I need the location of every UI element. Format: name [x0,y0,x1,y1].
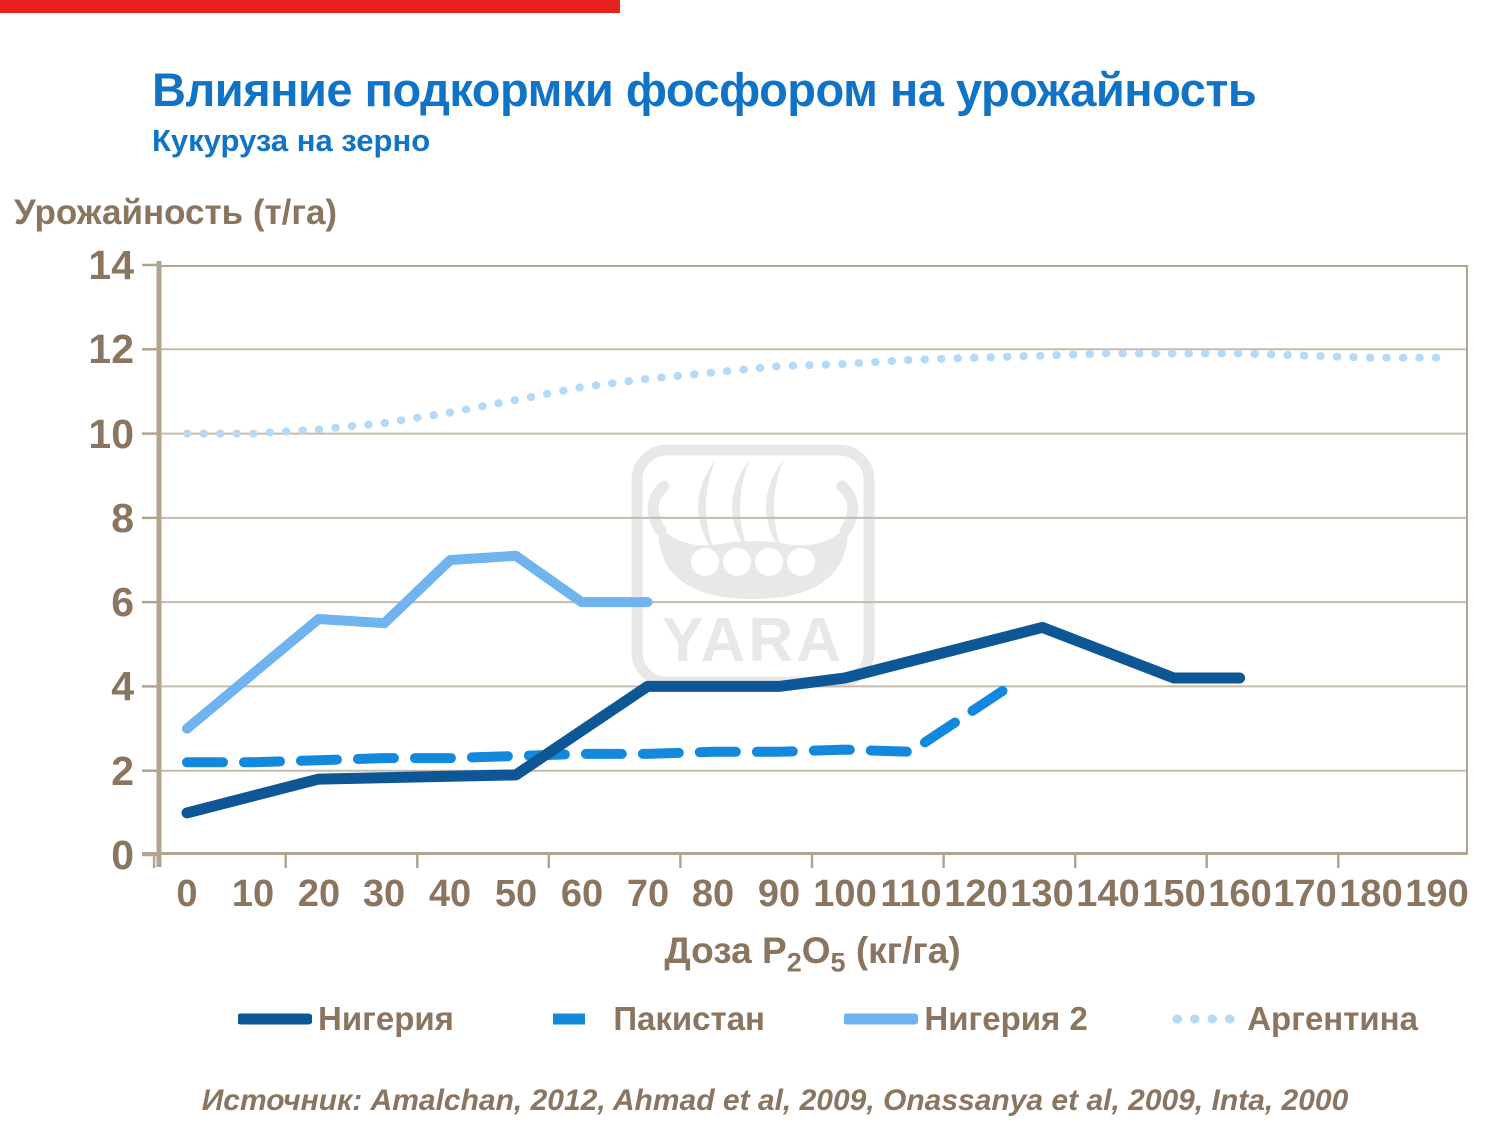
series-line-pakistan [182,681,1015,768]
legend-item-nigeria: Нигерия [238,1000,454,1038]
x-tick-label: 190 [1405,873,1469,915]
page-title: Влияние подкормки фосфором на урожайност… [152,63,1257,116]
x-tick-label: 40 [428,873,472,915]
series-line-argentina [183,349,1441,438]
x-tick-label: 0 [176,873,198,915]
legend-item-argentina: Аргентина [1167,1000,1418,1038]
legend-label-pakistan: Пакистан [613,1000,765,1037]
source-note: Источник: Amalchan, 2012, Ahmad et al, 2… [201,1084,1349,1117]
x-tick-label: 10 [231,873,275,915]
y-tick-label: 14 [88,242,134,288]
legend-label-argentina: Аргентина [1247,1000,1418,1037]
y-axis-title: Урожайность (т/га) [14,193,338,232]
x-tick-label: 80 [691,873,735,915]
legend-swatch-nigeria-2 [844,1013,919,1025]
x-axis-title-sub2: 2 [786,947,802,978]
x-axis-title: Доза P2O5 (кг/га) [157,930,1468,976]
x-tick-label: 160 [1208,873,1272,915]
x-tick-label: 70 [626,873,670,915]
legend-item-pakistan: Пакистан [533,1000,765,1038]
x-tick-label: 170 [1273,873,1337,915]
legend-swatch-argentina [1172,1014,1236,1024]
y-tick-label: 8 [111,495,134,541]
line-chart-plot-area [142,261,1468,868]
y-tick-label: 12 [88,326,134,372]
x-axis-title-text2: O [801,930,831,971]
x-tick-label: 150 [1142,873,1206,915]
y-tick-label: 10 [88,411,134,457]
x-axis-title-sub5: 5 [830,947,846,978]
watermark-text: YARA [662,606,844,675]
x-tick-label: 90 [757,873,801,915]
x-tick-label: 140 [1076,873,1140,915]
chart-legend: Нигерия Пакистан Нигерия 2 Аргентина [238,1000,1418,1038]
x-axis-title-text: Доза P [664,930,787,971]
y-tick-label: 0 [111,832,134,878]
legend-item-nigeria-2: Нигерия 2 [844,1000,1088,1038]
x-tick-label: 20 [297,873,341,915]
x-tick-label: 180 [1339,873,1403,915]
x-tick-label: 30 [362,873,406,915]
series-line-nigeria-2 [182,550,653,734]
x-tick-label: 60 [560,873,604,915]
viking-ship-icon [647,459,859,599]
page-subtitle: Кукуруза на зерно [152,123,431,158]
x-tick-label: 100 [813,873,877,915]
legend-label-nigeria: Нигерия [318,1000,454,1037]
x-axis-title-text3: (кг/га) [845,930,961,971]
x-tick-label: 50 [494,873,538,915]
top-accent-bar [0,0,620,13]
legend-swatch-nigeria [238,1013,312,1025]
y-tick-label: 4 [111,663,134,709]
x-tick-label: 120 [944,873,1008,915]
y-tick-label: 2 [111,748,134,794]
legend-label-nigeria-2: Нигерия 2 [924,1000,1088,1037]
legend-swatch-pakistan [553,1013,586,1025]
x-tick-label: 130 [1010,873,1074,915]
y-tick-label: 6 [111,579,134,625]
x-tick-label: 110 [880,873,942,915]
series-line-nigeria [181,621,1246,819]
